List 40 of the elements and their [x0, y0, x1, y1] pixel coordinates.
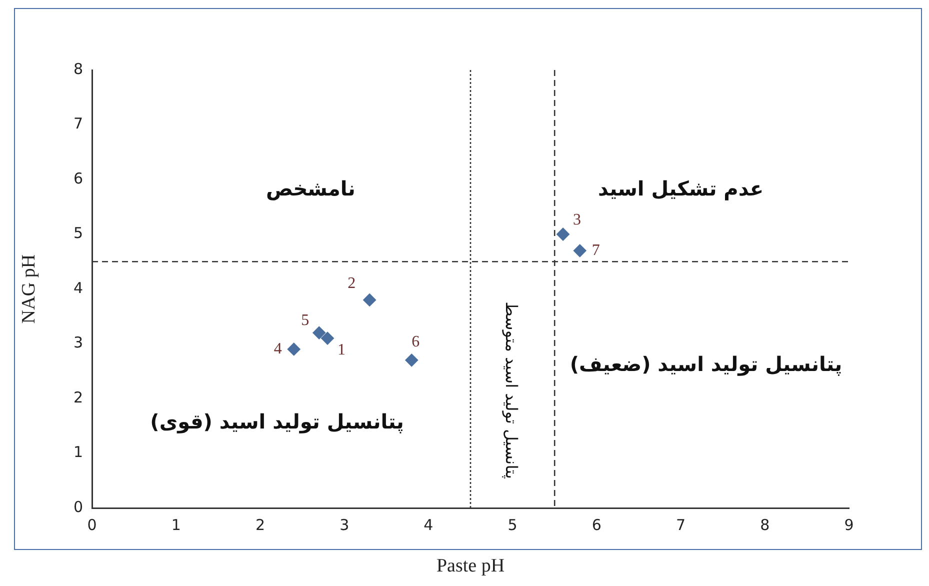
x-tick-label: 2: [255, 516, 265, 534]
annotation: 6: [412, 333, 420, 350]
y-tick-label: 4: [73, 278, 83, 297]
annotation: پتانسیل تولید اسید (ضعیف): [570, 352, 842, 376]
point: [556, 228, 570, 241]
annotation: پتانسیل تولید اسید متوسط: [502, 302, 521, 479]
y-tick-label: 8: [73, 60, 83, 78]
x-tick-label: 5: [508, 516, 518, 534]
annotation: 5: [301, 312, 310, 330]
annotation: 7: [592, 242, 600, 259]
y-tick-label: 0: [73, 498, 83, 516]
x-tick-label: 7: [676, 516, 686, 534]
y-tick-label: 6: [73, 169, 83, 188]
point: [321, 332, 334, 345]
y-tick-label: 5: [73, 224, 83, 242]
y-axis-title: NAG pH: [18, 254, 40, 324]
y-tick-label: 7: [73, 114, 83, 133]
x-tick-label: 0: [87, 516, 97, 534]
y-tick-label: 1: [73, 443, 83, 462]
x-tick-label: 6: [592, 516, 602, 534]
y-tick-label: 2: [73, 388, 83, 406]
x-tick-label: 3: [340, 516, 350, 534]
point: [312, 326, 326, 340]
y-tick-label: 3: [73, 334, 83, 352]
annotation: پتانسیل تولید اسید (قوی): [150, 409, 404, 434]
x-tick-label: 8: [760, 516, 770, 534]
x-tick-label: 9: [844, 516, 854, 534]
annotation: نامشخص: [266, 176, 356, 201]
point: [363, 293, 376, 306]
x-tick-label: 1: [171, 516, 181, 534]
x-axis-title: Paste pH: [436, 556, 505, 577]
point: [405, 354, 418, 367]
annotation: 2: [348, 275, 356, 292]
x-tick-label: 4: [424, 516, 434, 534]
annotation: 3: [573, 211, 582, 228]
point: [287, 342, 300, 356]
point: [573, 244, 586, 258]
annotation: 1: [338, 341, 346, 358]
annotation: عدم تشکیل اسید: [598, 176, 764, 201]
annotation: 4: [274, 340, 282, 358]
